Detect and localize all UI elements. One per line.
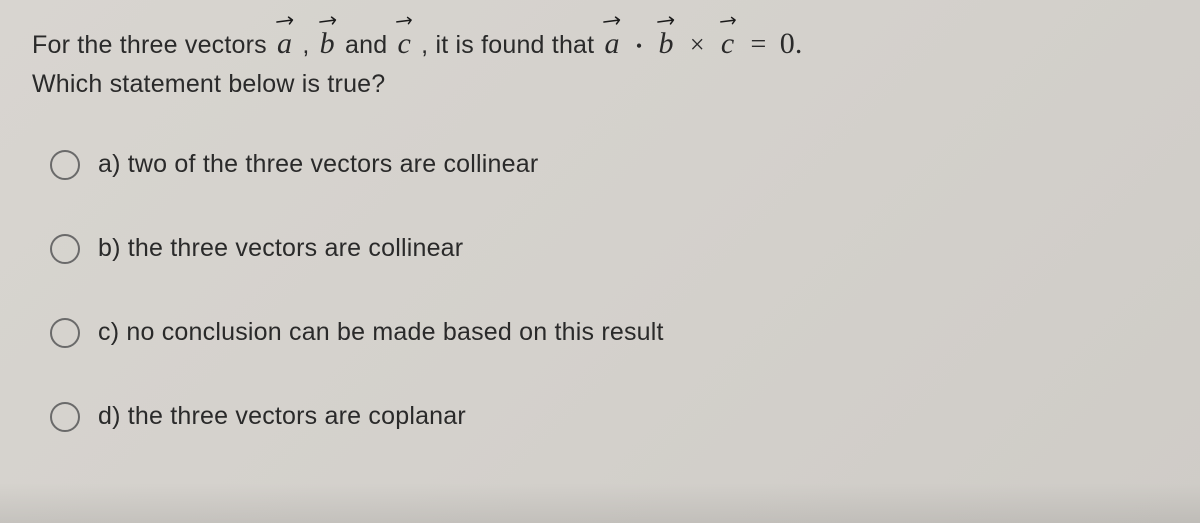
vector-c: c [397,22,411,66]
vector-a-letter: a [277,27,292,60]
option-b-label: b) the three vectors are collinear [98,234,463,263]
radio-a[interactable] [50,150,80,180]
question-text-fragment: and [345,31,394,59]
vector-c-eq: c [721,22,735,66]
question-text-fragment: , it is found that [421,31,601,59]
option-c[interactable]: c) no conclusion can be made based on th… [50,318,1168,348]
vector-a: a [277,22,292,66]
question-text-fragment: , [302,31,316,59]
question-stem: For the three vectors a , b and c , it i… [32,22,1168,102]
vector-b: b [320,22,335,66]
option-a-label: a) two of the three vectors are collinea… [98,150,538,179]
equals-sign: = [751,29,767,60]
vector-b-eq-letter: b [658,27,673,60]
option-a[interactable]: a) two of the three vectors are collinea… [50,150,1168,180]
option-d[interactable]: d) the three vectors are coplanar [50,402,1168,432]
question-line-1: For the three vectors a , b and c , it i… [32,22,1168,66]
question-line-2: Which statement below is true? [32,66,1168,102]
cross-operator: × [690,30,705,59]
radio-c[interactable] [50,318,80,348]
radio-d[interactable] [50,402,80,432]
vector-a-eq-letter: a [604,27,619,60]
question-text-fragment: For the three vectors [32,31,274,59]
option-c-label: c) no conclusion can be made based on th… [98,318,664,347]
vector-a-eq: a [604,22,619,66]
vector-c-eq-letter: c [721,27,735,60]
radio-b[interactable] [50,234,80,264]
vector-b-letter: b [320,27,335,60]
zero-value: 0. [780,27,803,60]
option-b[interactable]: b) the three vectors are collinear [50,234,1168,264]
vector-b-eq: b [658,22,673,66]
vector-c-letter: c [397,27,411,60]
options-group: a) two of the three vectors are collinea… [32,150,1168,432]
option-d-label: d) the three vectors are coplanar [98,402,466,431]
dot-operator: • [636,33,643,59]
